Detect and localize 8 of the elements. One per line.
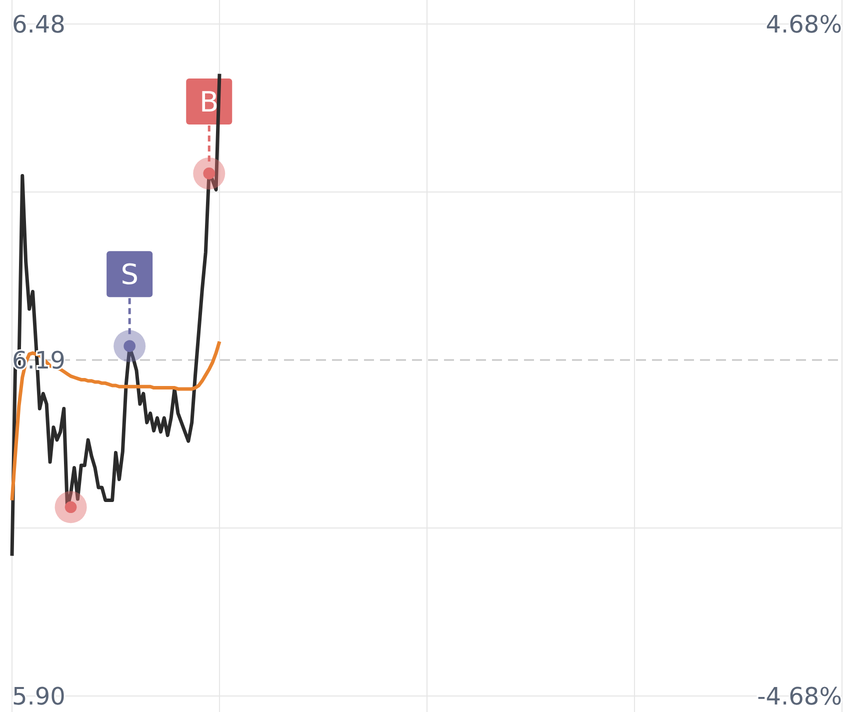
line-series: [10, 340, 222, 502]
y-tick-label: 6.48: [12, 10, 66, 38]
y-tick-label: 5.90: [12, 682, 66, 710]
y2-tick-label: -4.68%: [757, 682, 842, 710]
line-series: [10, 72, 222, 558]
annotation: B: [200, 85, 219, 118]
y2-tick-label: 4.68%: [766, 10, 842, 38]
annotation: S: [120, 258, 138, 291]
